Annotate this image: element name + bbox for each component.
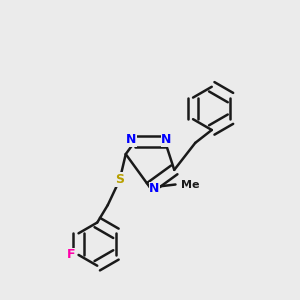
Text: N: N (161, 134, 172, 146)
Text: N: N (126, 134, 136, 146)
Text: S: S (115, 173, 124, 186)
Text: Me: Me (181, 179, 200, 190)
Text: N: N (149, 182, 160, 196)
Text: F: F (67, 248, 75, 261)
